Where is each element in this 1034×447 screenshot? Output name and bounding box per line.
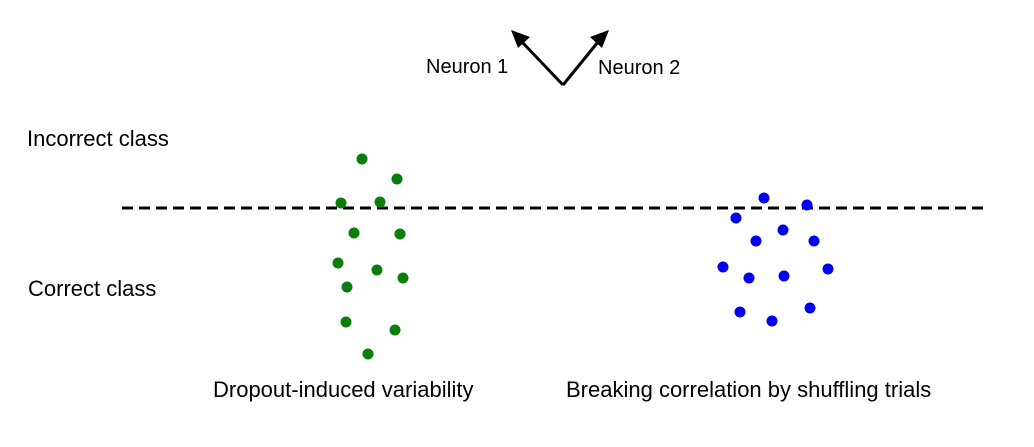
shuffled-point [717, 261, 729, 273]
dropout-point [356, 153, 368, 165]
dropout-point [341, 281, 353, 293]
dropout-caption: Dropout-induced variability [213, 377, 474, 402]
neuron1-arrowhead-icon [511, 30, 530, 48]
dropout-point [340, 316, 352, 328]
dropout-cluster [332, 153, 409, 360]
shuffled-point [804, 302, 816, 314]
shuffled-point [743, 272, 755, 284]
dropout-point [391, 173, 403, 185]
shuffled-point [778, 270, 790, 282]
dropout-point [374, 196, 386, 208]
shuffled-point [750, 235, 762, 247]
neuron2-arrowhead-icon [590, 30, 609, 48]
shuffled-point [808, 235, 820, 247]
shuffled-point [730, 212, 742, 224]
dropout-point [348, 227, 360, 239]
dropout-point [332, 257, 344, 269]
shuffled-point [801, 199, 813, 211]
shuffled-point [777, 224, 789, 236]
dropout-point [397, 272, 409, 284]
shuffled-point [822, 263, 834, 275]
shuffled-point [758, 192, 770, 204]
neuron-axes [520, 40, 600, 87]
dropout-point [371, 264, 383, 276]
neuron1-axis-line [520, 40, 565, 87]
neuron2-axis-line [561, 41, 600, 86]
correct-class-label: Correct class [28, 276, 157, 301]
dropout-point [362, 348, 374, 360]
shuffled-point [766, 315, 778, 327]
neuron1-label: Neuron 1 [426, 56, 509, 78]
dropout-point [335, 197, 347, 209]
shuffled-cluster [717, 192, 834, 327]
dropout-point [394, 228, 406, 240]
shuffling-caption: Breaking correlation by shuffling trials [566, 377, 932, 402]
incorrect-class-label: Incorrect class [27, 126, 169, 151]
neuron2-label: Neuron 2 [598, 57, 681, 79]
dropout-point [389, 324, 401, 336]
shuffled-point [734, 306, 746, 318]
